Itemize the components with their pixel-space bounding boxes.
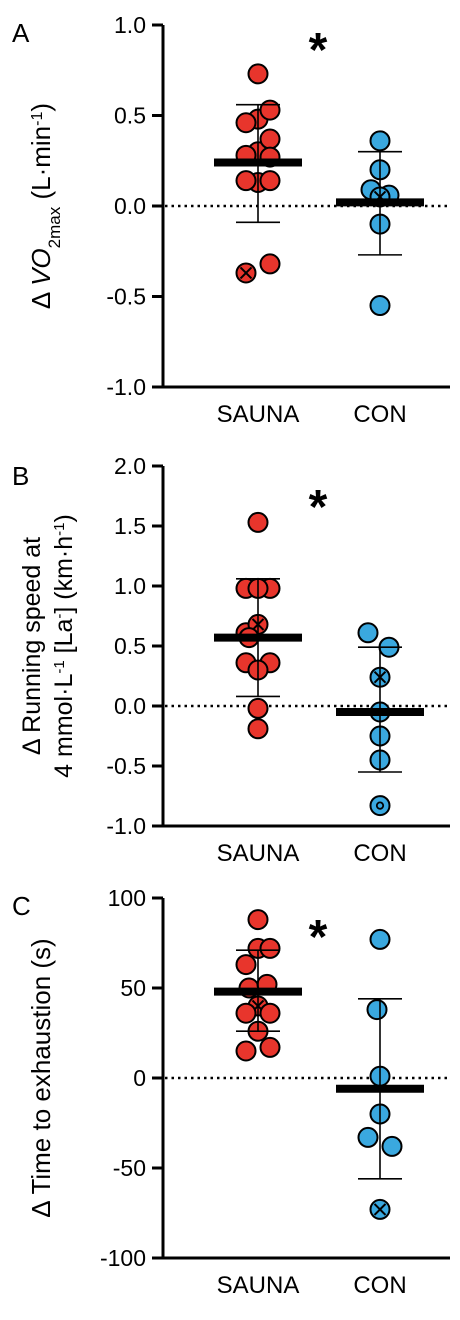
- data-point: [235, 170, 257, 192]
- data-point: [235, 262, 257, 284]
- series-con: [336, 622, 424, 817]
- data-point: [259, 99, 281, 121]
- y-axis-label-line1: Δ Running speed at: [18, 537, 46, 755]
- x-category-label: CON: [353, 1272, 406, 1299]
- y-axis-label: Δ Time to exhaustion (s): [26, 938, 56, 1217]
- data-point: [366, 999, 388, 1021]
- y-tick-label: -1.0: [106, 374, 146, 400]
- y-tick-label: 0.0: [114, 693, 146, 719]
- y-tick-label: 0.5: [114, 103, 146, 129]
- series-con: [336, 130, 424, 317]
- panel-label: A: [12, 18, 30, 48]
- y-tick-label: 1.0: [114, 12, 146, 38]
- data-point: [381, 1135, 403, 1157]
- x-category-label: SAUNA: [217, 1272, 300, 1299]
- x-category-label: SAUNA: [217, 401, 300, 428]
- data-point: [259, 253, 281, 275]
- data-point: [259, 128, 281, 150]
- y-tick-label: -100: [100, 1245, 146, 1271]
- data-point: [259, 1002, 281, 1024]
- y-axis-label-line2: 4 mmol·L-1 [La-] (km·h-1): [50, 514, 78, 778]
- data-point: [369, 795, 391, 817]
- data-point: [235, 1040, 257, 1062]
- data-point: [357, 622, 379, 644]
- data-point: [357, 1126, 379, 1148]
- series-sauna: [214, 909, 302, 1062]
- panel-label: C: [12, 891, 31, 921]
- x-category-label: CON: [353, 840, 406, 867]
- data-point: [235, 1002, 257, 1024]
- data-point: [247, 511, 269, 533]
- data-point: [369, 295, 391, 317]
- panel-c: C * 100 50 0 -50 -100 SAUNA CON Δ Time to exhaust…: [12, 885, 450, 1299]
- data-point: [235, 954, 257, 976]
- panel-label: B: [12, 461, 29, 491]
- y-tick-label: 0.5: [114, 633, 146, 659]
- data-point: [369, 928, 391, 950]
- y-tick-label: -0.5: [106, 284, 146, 310]
- data-point: [247, 63, 269, 85]
- significance-marker: *: [309, 24, 328, 77]
- data-point: [369, 130, 391, 152]
- significance-marker: *: [309, 481, 328, 534]
- data-point: [259, 1036, 281, 1058]
- series-sauna: [214, 63, 302, 284]
- data-point: [247, 909, 269, 931]
- y-tick-label: 0: [133, 1065, 146, 1091]
- data-point: [247, 718, 269, 740]
- data-point: [247, 697, 269, 719]
- y-tick-label: 50: [120, 975, 146, 1001]
- significance-marker: *: [309, 911, 328, 964]
- y-tick-label: 1.5: [114, 513, 146, 539]
- y-tick-label: 1.0: [114, 573, 146, 599]
- x-category-label: CON: [353, 401, 406, 428]
- y-tick-label: -1.0: [106, 813, 146, 839]
- y-tick-label: -0.5: [106, 753, 146, 779]
- y-axis-label: Δ VO2max (L·min-1): [26, 103, 64, 309]
- data-point: [259, 170, 281, 192]
- y-tick-label: 2.0: [114, 453, 146, 479]
- data-point: [259, 937, 281, 959]
- panel-b: B * 2.0 1.5 1.0 0.5 0.0 -0.5 -1.0 SAUNA CON Δ Runni…: [12, 453, 450, 867]
- y-tick-label: 100: [108, 885, 146, 911]
- data-point: [369, 1198, 391, 1220]
- x-category-label: SAUNA: [217, 840, 300, 867]
- y-tick-label: 0.0: [114, 193, 146, 219]
- y-tick-label: -50: [113, 1155, 146, 1181]
- panel-a: A * 1.0 0.5 0.0 -0.5 -1.0 SAUNA CON Δ VO2max (L·m…: [12, 12, 450, 428]
- series-con: [336, 928, 424, 1220]
- data-point: [235, 112, 257, 134]
- series-sauna: [214, 511, 302, 740]
